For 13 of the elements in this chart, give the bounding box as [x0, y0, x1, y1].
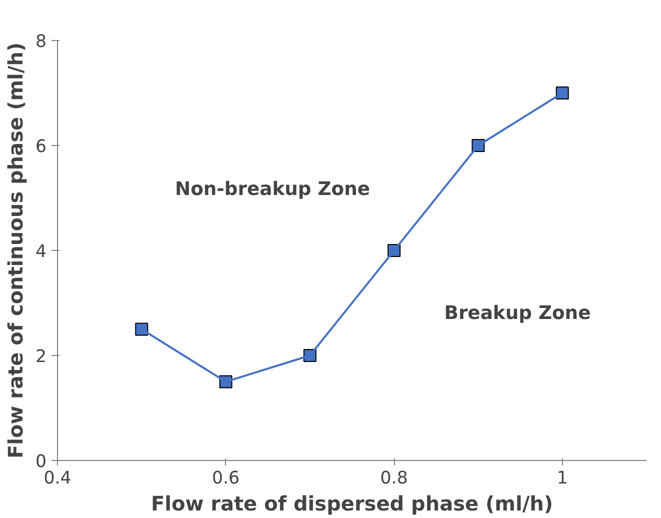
x-tick-label: 1: [556, 468, 568, 488]
y-tick-label: 6: [35, 137, 47, 157]
annotation: Non-breakup Zone: [174, 179, 370, 200]
point: [135, 322, 148, 336]
x-axis-title: Flow rate of dispersed phase (ml/h): [150, 492, 554, 516]
y-tick-label: 2: [35, 347, 47, 367]
annotation: Breakup Zone: [444, 303, 591, 324]
y-axis-title: Flow rate of continuous phase (ml/h): [3, 42, 28, 459]
x-tick-label: 0.8: [380, 468, 408, 488]
y-tick-label: 4: [35, 242, 47, 262]
y-tick-label: 8: [35, 32, 47, 52]
x-tick-label: 0.6: [212, 468, 240, 488]
point: [556, 86, 569, 100]
